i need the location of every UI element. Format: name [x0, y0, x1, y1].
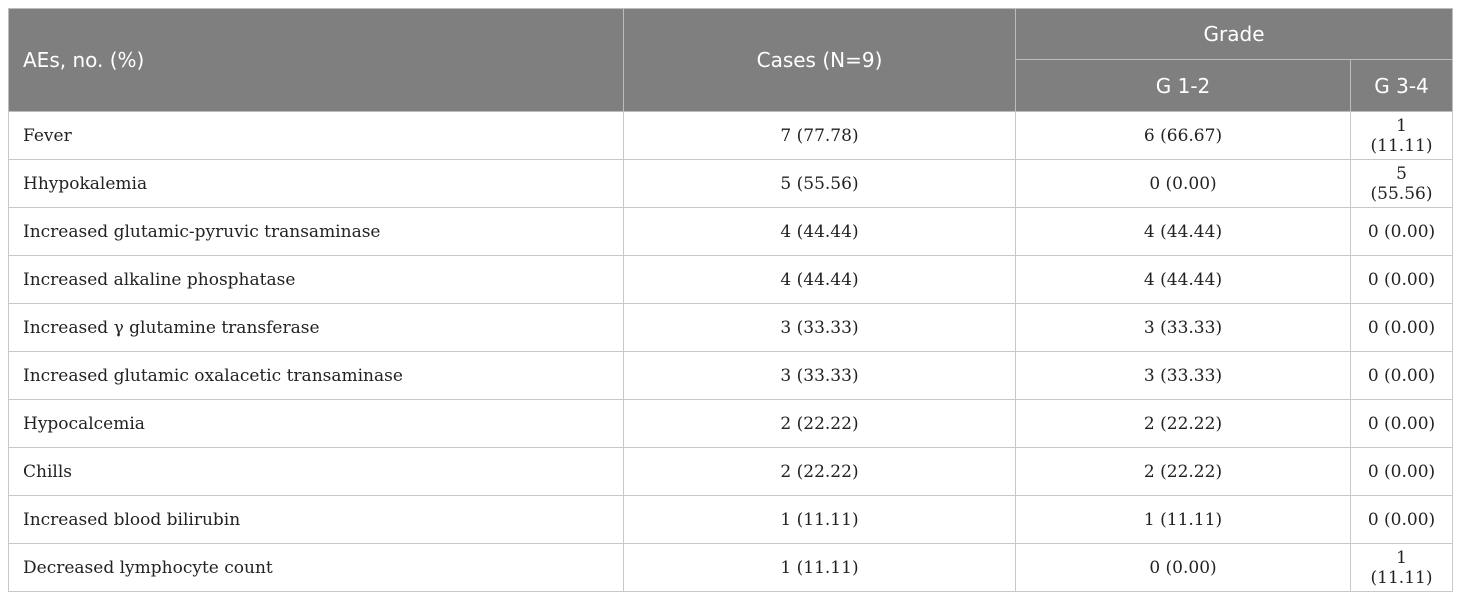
g34-column-header: G 3-4 — [1349, 59, 1454, 112]
table-row: Fever 7 (77.78) 6 (66.67) 1 (11.11) — [8, 111, 1454, 160]
ae-name-cell: Hhypokalemia — [8, 159, 624, 208]
g12-cell: 3 (33.33) — [1015, 303, 1351, 352]
adverse-events-table: AEs, no. (%) Cases (N=9) Grade G 1-2 G 3… — [8, 8, 1454, 592]
table-row: Chills 2 (22.22) 2 (22.22) 0 (0.00) — [8, 447, 1454, 496]
grade-group-header: Grade — [1014, 8, 1454, 60]
cases-cell: 4 (44.44) — [623, 255, 1016, 304]
table-body: Fever 7 (77.78) 6 (66.67) 1 (11.11) Hhyp… — [8, 111, 1454, 592]
table-row: Increased glutamic-pyruvic transaminase … — [8, 207, 1454, 256]
cases-cell: 7 (77.78) — [623, 111, 1016, 160]
g12-cell: 3 (33.33) — [1015, 351, 1351, 400]
table-header: AEs, no. (%) Cases (N=9) Grade G 1-2 G 3… — [8, 8, 1454, 112]
g34-cell: 1 (11.11) — [1349, 543, 1454, 592]
g34-cell: 0 (0.00) — [1349, 399, 1454, 448]
g34-cell: 1 (11.11) — [1349, 111, 1454, 160]
g34-cell: 5 (55.56) — [1349, 159, 1454, 208]
cases-cell: 1 (11.11) — [623, 543, 1016, 592]
g12-cell: 6 (66.67) — [1015, 111, 1351, 160]
g12-cell: 1 (11.11) — [1015, 495, 1351, 544]
header-row-1: AEs, no. (%) Cases (N=9) Grade — [8, 8, 1454, 112]
header-row-2: G 1-2 G 3-4 — [9, 59, 1454, 112]
table-row: Hhypokalemia 5 (55.56) 0 (0.00) 5 (55.56… — [8, 159, 1454, 208]
cases-cell: 2 (22.22) — [623, 399, 1016, 448]
cases-column-header: Cases (N=9) — [623, 8, 1016, 112]
g12-cell: 0 (0.00) — [1015, 543, 1351, 592]
table-row: Increased alkaline phosphatase 4 (44.44)… — [8, 255, 1454, 304]
ae-name-cell: Hypocalcemia — [8, 399, 624, 448]
aes-column-header: AEs, no. (%) — [8, 8, 624, 112]
table-row: Decreased lymphocyte count 1 (11.11) 0 (… — [8, 543, 1454, 592]
cases-cell: 2 (22.22) — [623, 447, 1016, 496]
g34-cell: 0 (0.00) — [1349, 255, 1454, 304]
table-row: Hypocalcemia 2 (22.22) 2 (22.22) 0 (0.00… — [8, 399, 1454, 448]
cases-cell: 5 (55.56) — [623, 159, 1016, 208]
g12-cell: 2 (22.22) — [1015, 447, 1351, 496]
table-row: Increased blood bilirubin 1 (11.11) 1 (1… — [8, 495, 1454, 544]
table-row: Increased glutamic oxalacetic transamina… — [8, 351, 1454, 400]
g34-cell: 0 (0.00) — [1349, 351, 1454, 400]
ae-name-cell: Increased glutamic oxalacetic transamina… — [8, 351, 624, 400]
g12-cell: 4 (44.44) — [1015, 255, 1351, 304]
ae-name-cell: Increased glutamic-pyruvic transaminase — [8, 207, 624, 256]
g34-cell: 0 (0.00) — [1349, 447, 1454, 496]
cases-cell: 3 (33.33) — [623, 303, 1016, 352]
ae-name-cell: Increased blood bilirubin — [8, 495, 624, 544]
g12-cell: 2 (22.22) — [1015, 399, 1351, 448]
ae-name-cell: Increased γ glutamine transferase — [8, 303, 624, 352]
adverse-events-table-container: AEs, no. (%) Cases (N=9) Grade G 1-2 G 3… — [8, 8, 1454, 592]
g34-cell: 0 (0.00) — [1349, 303, 1454, 352]
g12-column-header: G 1-2 — [1015, 59, 1351, 112]
g12-cell: 0 (0.00) — [1015, 159, 1351, 208]
table-row: Increased γ glutamine transferase 3 (33.… — [8, 303, 1454, 352]
ae-name-cell: Decreased lymphocyte count — [8, 543, 624, 592]
g12-cell: 4 (44.44) — [1015, 207, 1351, 256]
g34-cell: 0 (0.00) — [1349, 495, 1454, 544]
ae-name-cell: Chills — [8, 447, 624, 496]
cases-cell: 4 (44.44) — [623, 207, 1016, 256]
ae-name-cell: Increased alkaline phosphatase — [8, 255, 624, 304]
g34-cell: 0 (0.00) — [1349, 207, 1454, 256]
cases-cell: 1 (11.11) — [623, 495, 1016, 544]
ae-name-cell: Fever — [8, 111, 624, 160]
cases-cell: 3 (33.33) — [623, 351, 1016, 400]
